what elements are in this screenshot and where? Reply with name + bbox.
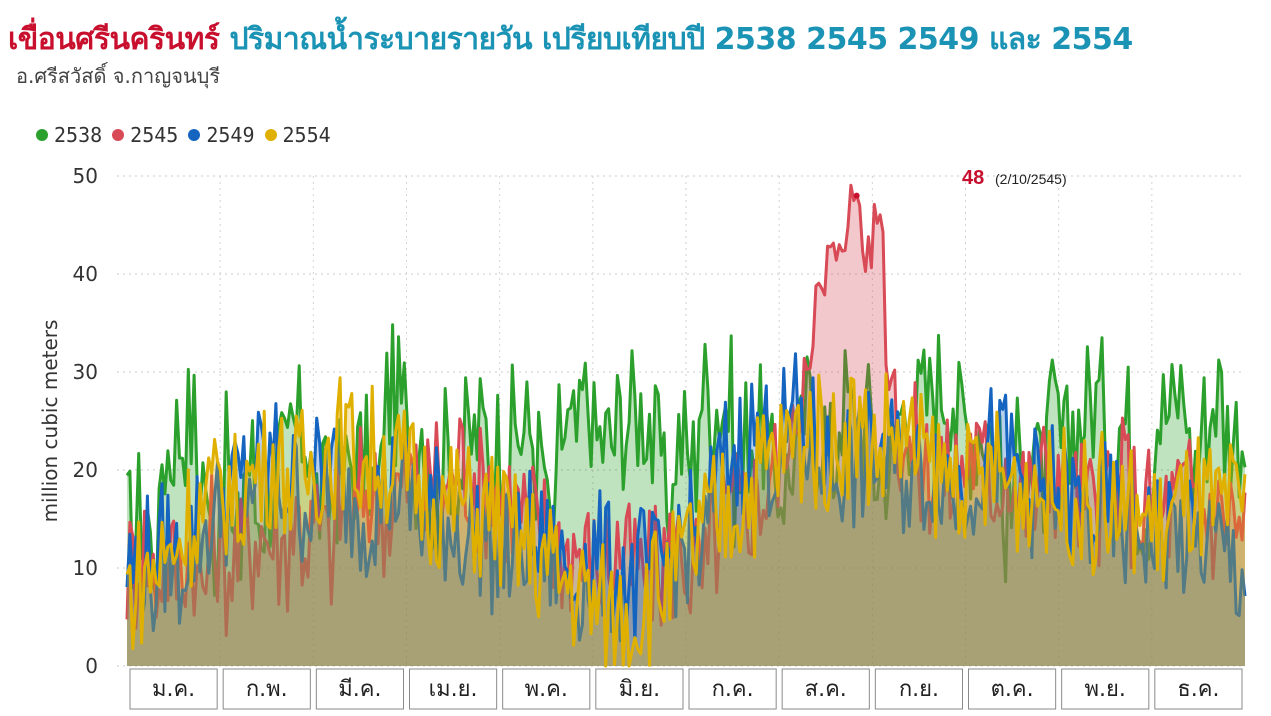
y-tick-label: 50 <box>73 164 98 188</box>
month-label: ก.พ. <box>246 677 288 702</box>
month-label: พ.ย. <box>1085 677 1126 702</box>
month-box <box>129 668 218 710</box>
month-box <box>688 668 777 710</box>
title-description: ปริมาณน้ำระบายรายวัน เปรียบเทียบปี 2538 … <box>229 22 1133 57</box>
legend-item-2549: 2549 <box>188 123 255 147</box>
y-tick-label: 20 <box>73 458 98 482</box>
series-area-2545 <box>127 185 1245 666</box>
month-box <box>409 668 498 710</box>
y-tick-label: 10 <box>73 556 98 580</box>
month-box <box>968 668 1057 710</box>
peak-marker-2545 <box>853 192 860 199</box>
legend-item-2538: 2538 <box>36 123 102 147</box>
month-label: มี.ค. <box>338 677 381 702</box>
legend-dot-2538 <box>36 129 48 141</box>
month-box <box>781 668 870 710</box>
month-box <box>874 668 963 710</box>
month-box <box>222 668 311 710</box>
month-box <box>1154 668 1243 710</box>
legend-dot-2549 <box>188 129 201 141</box>
month-label: ส.ค. <box>805 677 847 702</box>
legend-label-2549: 2549 <box>206 123 255 147</box>
legend-label-2554: 2554 <box>282 123 331 147</box>
page-title: เขื่อนศรีนครินทร์ ปริมาณน้ำระบายรายวัน เ… <box>8 16 1133 63</box>
legend-dot-2545 <box>112 129 125 141</box>
title-dam-name: เขื่อนศรีนครินทร์ <box>8 22 220 57</box>
peak-date-label: (2/10/2545) <box>995 171 1067 187</box>
subtitle: อ.ศรีสวัสดิ์ จ.กาญจนบุรี <box>16 64 221 88</box>
month-box <box>502 668 591 710</box>
series-area-2549 <box>127 353 1245 666</box>
month-label: ธ.ค. <box>1177 677 1219 702</box>
legend-label-2545: 2545 <box>130 123 179 147</box>
chart-legend: 2538 2545 2549 2554 <box>36 123 341 147</box>
legend-dot-2554 <box>264 129 277 141</box>
y-tick-label: 0 <box>85 654 98 678</box>
month-label: ต.ค. <box>991 677 1034 702</box>
y-axis-label: million cubic meters <box>38 320 62 523</box>
peak-value-label: 48 <box>962 167 984 189</box>
month-box <box>315 668 405 710</box>
month-label: เม.ย. <box>429 677 478 702</box>
series-line-2554 <box>125 372 1247 668</box>
legend-label-2538: 2538 <box>54 123 103 147</box>
month-label: ก.ย. <box>899 677 939 702</box>
legend-item-2554: 2554 <box>264 123 331 147</box>
month-box <box>595 668 684 710</box>
month-label: มิ.ย. <box>619 677 660 702</box>
y-tick-label: 40 <box>73 262 98 286</box>
y-tick-label: 30 <box>73 360 98 384</box>
series-line-2549 <box>125 352 1247 644</box>
month-box <box>1061 668 1150 710</box>
legend-item-2545: 2545 <box>112 123 178 147</box>
month-label: พ.ค. <box>525 677 568 702</box>
month-label: ม.ค. <box>152 677 195 702</box>
month-label: ก.ค. <box>712 677 754 702</box>
